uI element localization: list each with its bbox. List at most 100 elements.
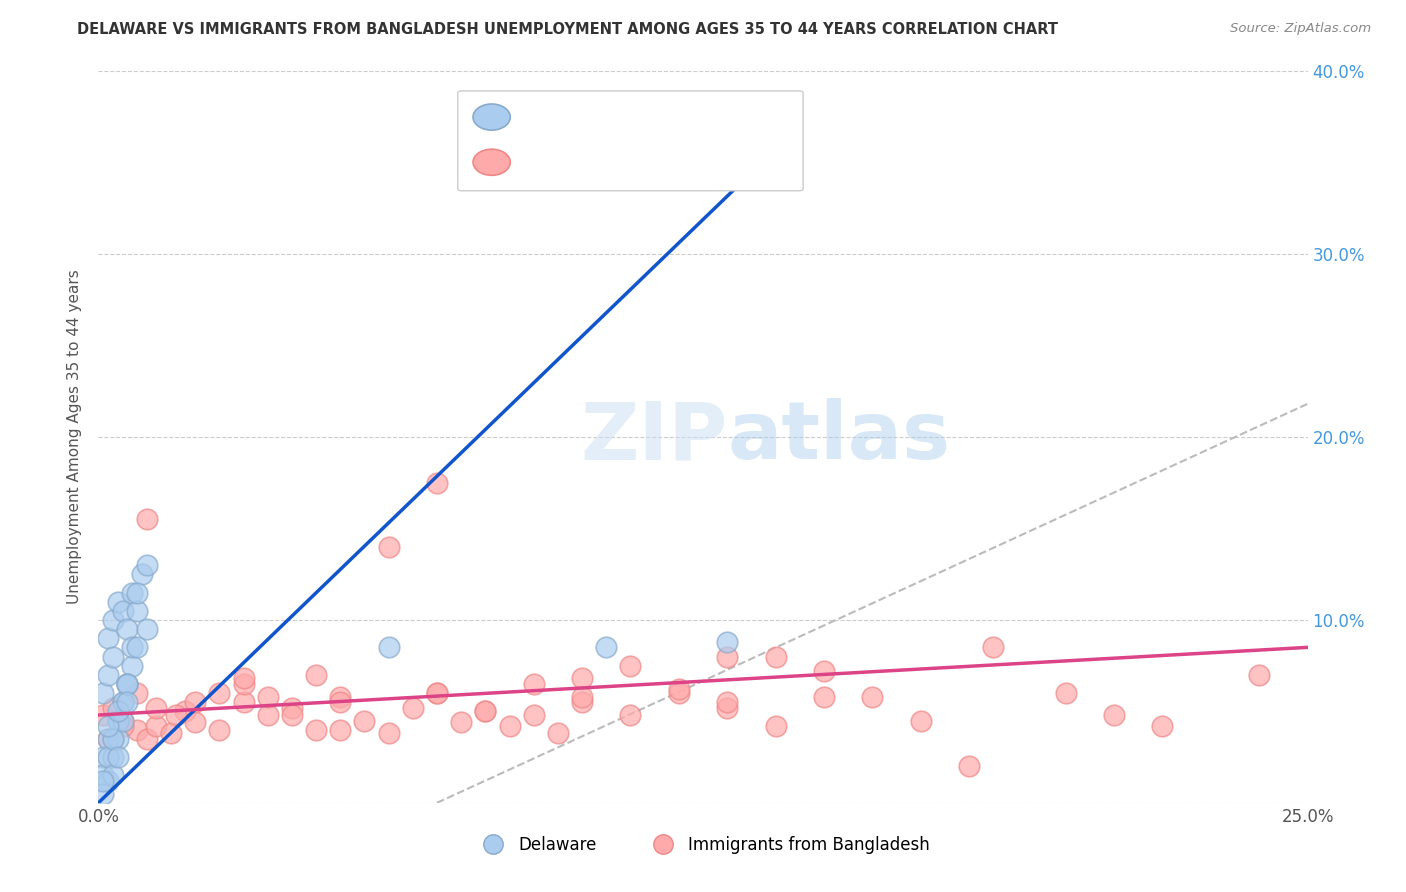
Point [111, 719, 134, 733]
Point [127, 640, 149, 655]
Point [329, 723, 352, 737]
Point [523, 708, 546, 723]
Point [595, 640, 617, 655]
Point [107, 594, 129, 608]
Point [910, 714, 932, 728]
Point [127, 585, 149, 599]
Point [91, 768, 114, 782]
Point [1054, 686, 1077, 700]
Point [402, 700, 425, 714]
Point [135, 731, 157, 746]
Point [174, 705, 197, 719]
Point [160, 726, 183, 740]
Point [571, 695, 593, 709]
Point [1249, 667, 1271, 681]
Point [1152, 719, 1174, 733]
Point [498, 719, 520, 733]
Point [97, 750, 120, 764]
Point [957, 759, 980, 773]
Point [232, 695, 254, 709]
Point [860, 690, 883, 704]
Point [97, 632, 120, 646]
Point [232, 672, 254, 686]
Point [107, 714, 129, 728]
Point [121, 585, 143, 599]
Point [305, 723, 328, 737]
Point [426, 686, 449, 700]
Point [135, 512, 157, 526]
Point [97, 731, 120, 746]
Point [127, 604, 149, 618]
Point [145, 700, 167, 714]
Point [474, 705, 496, 719]
Point [305, 667, 328, 681]
Point [127, 723, 149, 737]
Point [145, 719, 167, 733]
Text: ZIP: ZIP [579, 398, 727, 476]
Point [101, 649, 124, 664]
Point [813, 690, 835, 704]
Point [97, 719, 120, 733]
Point [619, 658, 641, 673]
Point [131, 567, 153, 582]
Point [256, 708, 278, 723]
Point [377, 726, 399, 740]
Point [101, 731, 124, 746]
Point [547, 726, 569, 740]
Point [165, 708, 187, 723]
Point [813, 664, 835, 678]
Point [127, 686, 149, 700]
Point [107, 750, 129, 764]
Point [256, 690, 278, 704]
Text: DELAWARE VS IMMIGRANTS FROM BANGLADESH UNEMPLOYMENT AMONG AGES 35 TO 44 YEARS CO: DELAWARE VS IMMIGRANTS FROM BANGLADESH U… [77, 22, 1059, 37]
Point [377, 540, 399, 554]
Point [107, 705, 129, 719]
Point [765, 649, 787, 664]
Point [208, 686, 231, 700]
Point [111, 695, 134, 709]
Point [716, 635, 738, 649]
Point [571, 690, 593, 704]
Point [619, 708, 641, 723]
Point [232, 677, 254, 691]
Point [101, 731, 124, 746]
Point [101, 700, 124, 714]
Point [97, 731, 120, 746]
Point [1102, 708, 1125, 723]
Point [117, 677, 139, 691]
Point [97, 773, 120, 788]
Point [101, 613, 124, 627]
Point [716, 649, 738, 664]
Point [523, 677, 546, 691]
Point [117, 695, 139, 709]
Text: Source: ZipAtlas.com: Source: ZipAtlas.com [1230, 22, 1371, 36]
Y-axis label: Unemployment Among Ages 35 to 44 years: Unemployment Among Ages 35 to 44 years [67, 269, 83, 605]
Point [111, 714, 134, 728]
Point [117, 677, 139, 691]
Point [111, 604, 134, 618]
Point [474, 705, 496, 719]
Point [91, 773, 114, 788]
Point [426, 686, 449, 700]
Point [117, 677, 139, 691]
Point [353, 714, 375, 728]
Point [571, 672, 593, 686]
Point [765, 719, 787, 733]
Point [668, 682, 690, 697]
Point [135, 558, 157, 573]
Point [184, 695, 207, 709]
Point [329, 690, 352, 704]
Point [450, 715, 472, 730]
Point [184, 715, 207, 730]
Point [121, 640, 143, 655]
Point [329, 695, 352, 709]
Point [426, 475, 449, 490]
Text: atlas: atlas [727, 398, 950, 476]
Point [111, 714, 134, 728]
Point [117, 622, 139, 636]
Point [716, 700, 738, 714]
Point [281, 700, 304, 714]
Point [121, 658, 143, 673]
Point [97, 667, 120, 681]
Point [377, 640, 399, 655]
